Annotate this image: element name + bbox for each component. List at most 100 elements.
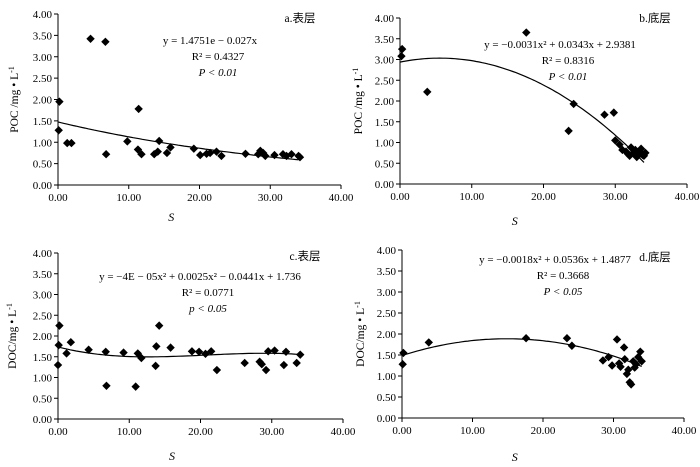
x-tick-label: 10.00 [117, 426, 142, 438]
trend-line [399, 57, 645, 163]
x-axis-label: S [512, 214, 518, 228]
y-tick-label: 1.00 [33, 137, 53, 149]
data-point [101, 347, 110, 356]
p-value-label: p < 0.05 [188, 303, 227, 315]
data-point [612, 335, 622, 344]
y-tick-label: 1.00 [377, 371, 397, 383]
data-point [270, 150, 279, 160]
x-tick-label: 10.00 [460, 425, 485, 437]
y-tick-label: 4.00 [33, 248, 53, 260]
x-tick-label: 10.00 [459, 191, 484, 203]
y-tick-label: 4.00 [377, 245, 397, 257]
data-point [292, 358, 301, 368]
trend-line [401, 338, 642, 367]
data-point [166, 143, 175, 152]
data-point [619, 343, 629, 352]
r-squared-label: R² = 0.4327 [192, 51, 245, 63]
x-tick-label: 40.00 [329, 192, 354, 204]
fit-equation: y = −0.0031x² + 0.0343x + 2.9381 [484, 39, 636, 51]
data-point [295, 153, 305, 162]
data-point [194, 347, 204, 356]
data-point [154, 136, 164, 146]
data-point [62, 349, 71, 358]
data-point [636, 144, 646, 153]
data-point [54, 340, 63, 350]
data-point [279, 360, 289, 370]
data-point [625, 151, 634, 160]
x-tick-label: 20.00 [187, 192, 212, 204]
y-tick-label: 1.50 [33, 116, 53, 128]
y-axis-label: POC /mg • L-1 [351, 68, 365, 135]
data-point [241, 149, 250, 158]
data-point [119, 348, 128, 357]
data-point [86, 34, 95, 43]
data-point [189, 144, 199, 153]
x-axis-label: S [168, 210, 174, 224]
data-point [187, 347, 197, 356]
chart-panel-a: 0.00 0.50 1.00 1.50 2.00 2.50 3.00 3.50 4.00 0.00… [7, 9, 354, 224]
data-point [55, 321, 64, 330]
x-tick-label: 40.00 [672, 425, 697, 437]
data-point [399, 348, 408, 358]
data-point [633, 352, 643, 362]
data-point [153, 147, 162, 156]
y-tick-label: 0.50 [33, 159, 53, 171]
data-point [123, 137, 132, 146]
x-tick-label: 30.00 [259, 426, 284, 438]
y-tick-label: 4.00 [375, 13, 395, 25]
x-axis-label: S [169, 449, 175, 463]
data-point [641, 148, 650, 158]
data-point [615, 140, 624, 149]
y-tick-label: 0.00 [33, 180, 53, 192]
data-point [212, 147, 221, 156]
data-point [53, 360, 63, 370]
y-tick-label: 2.50 [33, 73, 53, 85]
data-point [67, 138, 76, 148]
p-value-label: P < 0.01 [198, 67, 238, 79]
y-tick-label: 1.50 [377, 350, 397, 362]
x-tick-label: 20.00 [531, 425, 556, 437]
data-point [636, 347, 645, 356]
y-tick-label: 3.00 [33, 52, 53, 64]
data-point [397, 44, 407, 54]
data-point [604, 352, 613, 362]
y-tick-label: 2.00 [33, 95, 53, 107]
data-point [54, 126, 63, 135]
x-tick-label: 20.00 [188, 426, 213, 438]
x-tick-label: 40.00 [331, 426, 356, 438]
y-tick-label: 1.00 [33, 373, 53, 385]
y-tick-label: 1.00 [375, 138, 395, 150]
fit-equation: y = −0.0018x² + 0.0536x + 1.4877 [479, 254, 631, 266]
data-point [278, 150, 288, 159]
chart-panel-d: 0.00 0.50 1.00 1.50 2.00 2.50 3.00 3.50 4.00 0.00… [353, 245, 697, 464]
data-point [626, 380, 636, 389]
data-point [257, 360, 266, 369]
data-point [562, 334, 572, 343]
data-point [616, 362, 625, 371]
data-point [624, 365, 633, 374]
data-point [609, 108, 619, 117]
y-tick-label: 0.50 [33, 393, 53, 405]
y-tick-label: 0.00 [377, 413, 397, 425]
data-point [611, 136, 620, 145]
data-point [398, 360, 407, 369]
r-squared-label: R² = 0.8316 [542, 55, 595, 67]
x-tick-label: 30.00 [603, 191, 628, 203]
y-tick-label: 2.00 [375, 96, 395, 108]
data-point [521, 334, 531, 343]
data-point [397, 51, 406, 61]
data-point [423, 87, 432, 97]
data-point [101, 150, 111, 159]
chart-panel-b: 0.00 0.50 1.00 1.50 2.00 2.50 3.00 3.50 4.00 0.00… [351, 11, 700, 228]
panel-title: a.表层 [285, 11, 316, 25]
data-point [217, 151, 226, 161]
fit-equation: y = 1.4751e − 0.027x [163, 35, 258, 47]
data-point [631, 360, 641, 369]
data-point [281, 347, 291, 356]
y-axis-label: POC /mg • L-1 [7, 66, 21, 133]
data-point [101, 37, 110, 46]
x-axis-label: S [512, 450, 518, 464]
x-tick-label: 0.00 [392, 425, 412, 437]
data-point [637, 357, 646, 366]
